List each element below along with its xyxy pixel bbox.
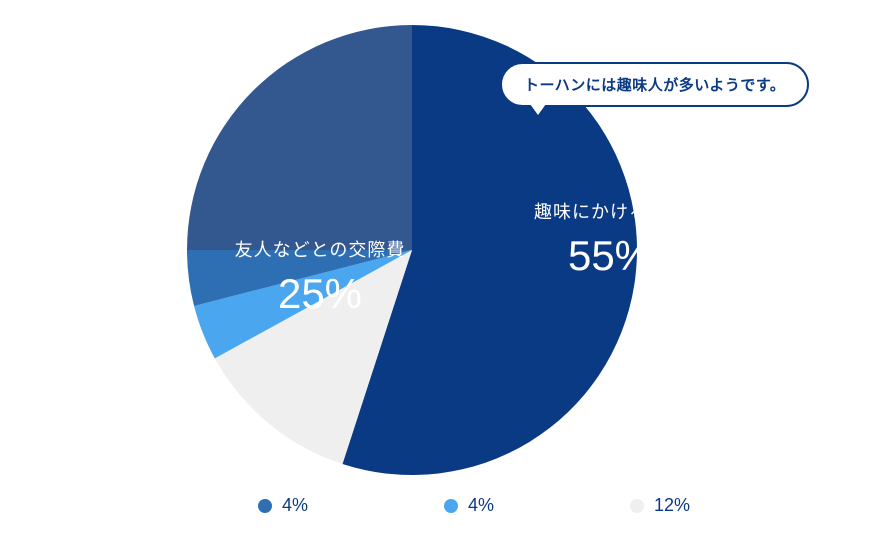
legend-text: 12% <box>654 495 690 516</box>
slice-label-title: 友人などとの交際費 <box>210 238 430 262</box>
slice-label-friends: 友人などとの交際費 25% <box>210 238 430 323</box>
slice-label-hobby: 趣味にかける費用 55% <box>500 200 720 285</box>
legend-dot <box>444 499 458 513</box>
callout-tail-fill <box>530 104 546 115</box>
legend-item-2: 12% <box>630 495 690 516</box>
callout-bubble: トーハンには趣味人が多いようです。 <box>500 62 809 107</box>
legend: 4% 4% 12% <box>258 495 690 516</box>
slice-label-percent: 55% <box>500 228 720 285</box>
slice-label-title: 趣味にかける費用 <box>500 200 720 224</box>
legend-item-1: 4% <box>444 495 494 516</box>
pie-chart-container: トーハンには趣味人が多いようです。 趣味にかける費用 55% 友人などとの交際費 25… <box>0 0 881 542</box>
slice-label-percent: 25% <box>210 266 430 323</box>
legend-item-0: 4% <box>258 495 308 516</box>
legend-text: 4% <box>468 495 494 516</box>
legend-dot <box>258 499 272 513</box>
callout-text: トーハンには趣味人が多いようです。 <box>524 77 785 94</box>
legend-text: 4% <box>282 495 308 516</box>
pie-slice-friends <box>187 25 412 250</box>
legend-dot <box>630 499 644 513</box>
